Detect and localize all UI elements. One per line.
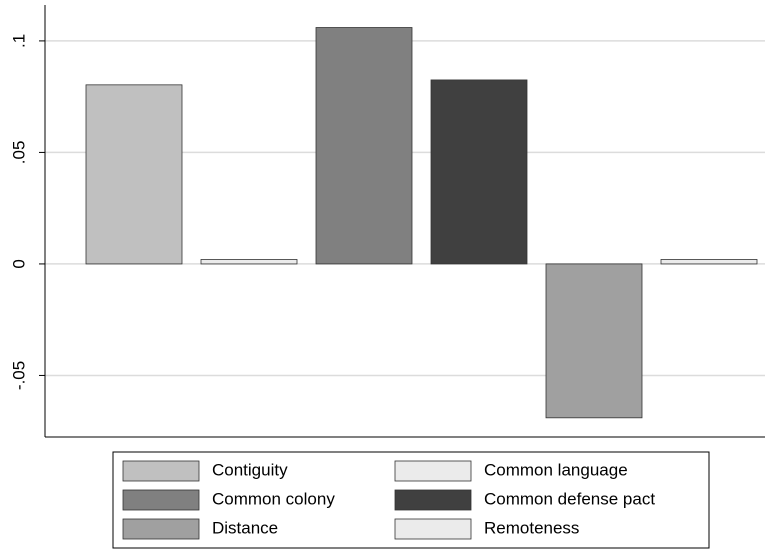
legend-label: Distance xyxy=(212,518,278,537)
legend-swatch xyxy=(394,489,472,511)
legend-label: Common language xyxy=(484,460,628,479)
bar xyxy=(660,259,758,265)
legend-label: Common defense pact xyxy=(484,489,655,508)
legend-label: Common colony xyxy=(212,489,335,508)
legend-label: Remoteness xyxy=(484,518,579,537)
legend-swatch xyxy=(394,518,472,540)
y-tick-label: .05 xyxy=(9,141,28,165)
bar xyxy=(545,263,643,419)
y-tick-label: 0 xyxy=(9,259,28,268)
legend-swatch xyxy=(122,518,200,540)
legend-label: Contiguity xyxy=(212,460,288,479)
bar xyxy=(430,79,528,265)
y-tick-label: .1 xyxy=(9,34,28,48)
y-tick-label: -.05 xyxy=(9,361,28,390)
legend-swatch xyxy=(122,460,200,482)
legend-swatch xyxy=(122,489,200,511)
bar xyxy=(85,84,183,265)
bar xyxy=(200,259,298,265)
bar xyxy=(315,27,413,265)
legend-swatch xyxy=(394,460,472,482)
